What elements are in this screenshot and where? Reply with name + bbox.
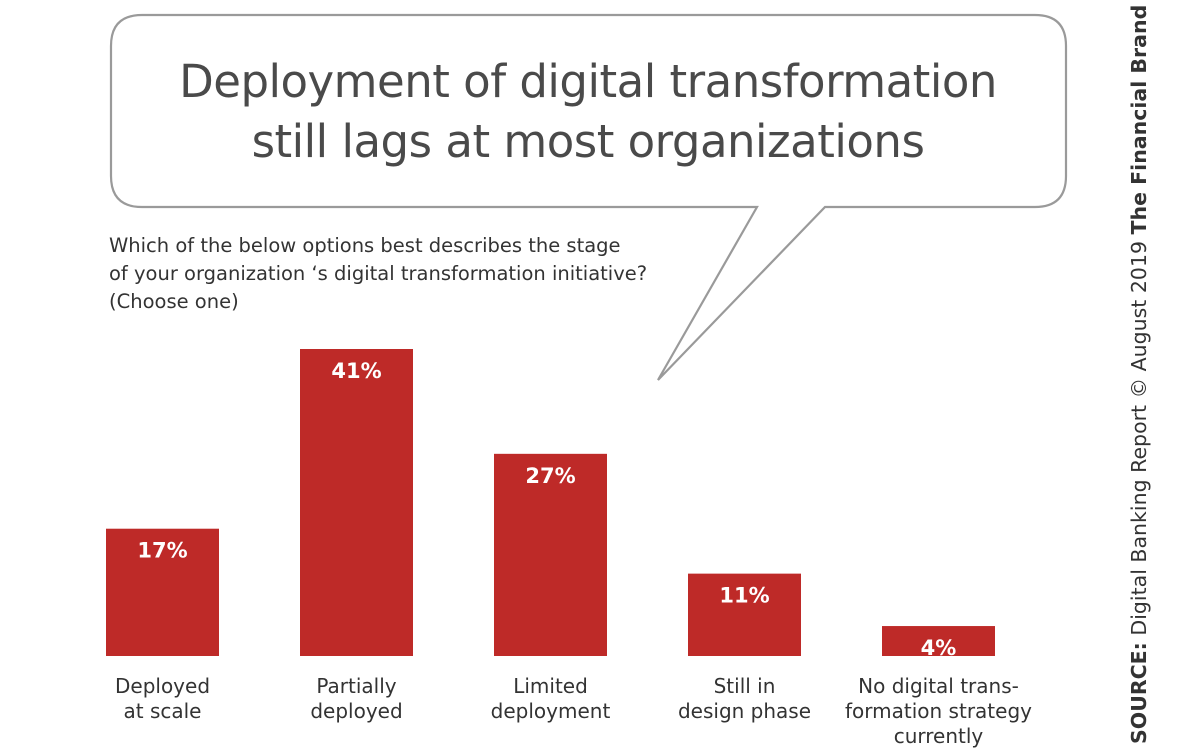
question-line-3: (Choose one) (109, 290, 239, 313)
bar-value-label-4: 11% (719, 584, 769, 608)
speech-bubble-outline (109, 13, 1068, 381)
source-brand: The Financial Brand (1127, 4, 1151, 235)
category-label-1-line-1: Deployed (115, 674, 210, 698)
category-label-2-line-2: deployed (310, 699, 402, 723)
survey-question: Which of the below options best describe… (109, 232, 729, 316)
category-label-5-line-1: No digital trans- (858, 674, 1019, 698)
source-label: SOURCE: (1127, 642, 1151, 744)
chart-title: Deployment of digital transformation sti… (110, 52, 1066, 172)
bar-4 (688, 573, 801, 656)
bar-5 (882, 626, 995, 656)
category-label-2-line-1: Partially (316, 674, 396, 698)
category-label-3-line-2: deployment (491, 699, 611, 723)
bar-value-label-5: 4% (921, 636, 957, 660)
category-label-3-line-1: Limited (513, 674, 588, 698)
category-label-4-line-2: design phase (678, 699, 811, 723)
bar-value-label-3: 27% (525, 464, 575, 488)
bar-value-label-1: 17% (137, 539, 187, 563)
bar-2 (300, 349, 413, 656)
bar-3 (494, 453, 607, 656)
bar-value-label-2: 41% (331, 359, 381, 383)
title-line-1: Deployment of digital transformation (179, 55, 997, 108)
bar-1 (106, 528, 219, 656)
question-line-2: of your organization ‘s digital transfor… (109, 262, 648, 285)
category-label-4-line-1: Still in (714, 674, 776, 698)
source-credit: SOURCE: Digital Banking Report © August … (1127, 5, 1151, 744)
category-label-1-line-2: at scale (124, 699, 202, 723)
title-line-2: still lags at most organizations (251, 115, 925, 168)
source-report: Digital Banking Report © August 2019 (1127, 240, 1151, 636)
question-line-1: Which of the below options best describe… (109, 234, 621, 257)
category-label-5-line-2: formation strategy (845, 699, 1032, 723)
category-label-5-line-3: currently (894, 724, 984, 748)
